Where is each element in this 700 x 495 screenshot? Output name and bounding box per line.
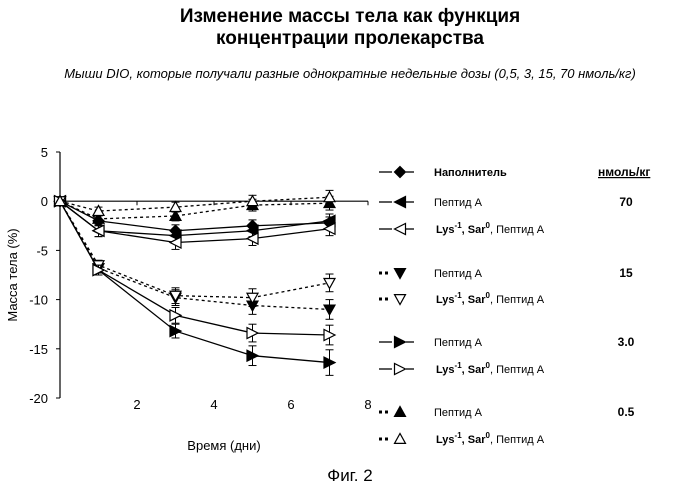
- y-tick-label: -5: [36, 243, 48, 258]
- y-tick-label: 5: [41, 145, 48, 160]
- legend-label: Lys-1, Sar0, Пептид A: [436, 291, 545, 306]
- legend-label: Lys-1, Sar0, Пептид A: [436, 221, 545, 236]
- legend-dash: [385, 410, 388, 414]
- legend-entry-9: Lys-1, Sar0, Пептид A: [379, 431, 545, 446]
- series-7: [53, 194, 337, 346]
- legend-dash: [379, 271, 382, 275]
- data-point: [53, 194, 67, 207]
- series-line: [59, 200, 330, 220]
- y-tick-label: 0: [41, 194, 48, 209]
- series-5: [53, 196, 337, 307]
- x-tick-label: 8: [364, 397, 371, 412]
- y-tick-label: -15: [29, 342, 48, 357]
- chart-title-line-2: концентрации пролекарства: [215, 28, 484, 49]
- x-tick-label: 4: [210, 397, 217, 412]
- legend-dash: [379, 437, 382, 441]
- legend-unit-header: нмоль/кг: [598, 165, 650, 179]
- data-point: [92, 263, 106, 277]
- data-point: [169, 324, 183, 338]
- series-9: [53, 189, 337, 217]
- legend-label: Lys-1, Sar0, Пептид A: [436, 361, 545, 376]
- x-tick-label: 6: [287, 397, 294, 412]
- x-tick-label: 2: [133, 397, 140, 412]
- figure-caption: Фиг. 2: [327, 466, 373, 485]
- data-point: [168, 209, 183, 221]
- legend-dash: [385, 271, 388, 275]
- legend-entry-1: Наполнитель: [379, 165, 507, 179]
- data-point: [323, 328, 337, 342]
- legend-label: Пептид A: [434, 407, 483, 419]
- legend-marker: [393, 222, 407, 236]
- legend-dose: 70: [619, 195, 633, 209]
- data-point: [169, 308, 183, 322]
- legend-label: Пептид A: [434, 197, 483, 209]
- legend-label: Lys-1, Sar0, Пептид A: [436, 431, 545, 446]
- legend-marker: [393, 432, 407, 444]
- data-point: [168, 236, 182, 249]
- data-point: [246, 349, 260, 363]
- legend-dose: 3.0: [618, 335, 635, 349]
- legend-marker: [393, 362, 407, 376]
- series-3: [53, 194, 336, 250]
- data-point: [245, 232, 259, 246]
- legend-marker: [393, 294, 407, 306]
- legend-label: Пептид A: [434, 337, 483, 349]
- legend-entry-6: Пептид A 3.0: [379, 335, 635, 349]
- legend-label: Пептид A: [434, 268, 483, 280]
- data-point: [91, 224, 105, 238]
- legend-marker: [393, 405, 407, 417]
- data-point: [322, 190, 337, 203]
- y-tick-label: -20: [29, 391, 48, 406]
- data-point: [168, 290, 183, 303]
- legend-marker: [393, 195, 407, 209]
- legend-entry-4: Пептид A 15: [379, 266, 633, 280]
- data-point: [91, 204, 106, 217]
- y-tick-label: -10: [29, 293, 48, 308]
- legend-entry-7: Lys-1, Sar0, Пептид A: [379, 361, 545, 376]
- data-point: [245, 292, 260, 305]
- data-point: [168, 200, 183, 213]
- legend-marker: [393, 165, 407, 179]
- legend-dash: [379, 297, 382, 301]
- chart-subtitle: Мыши DIO, которые получали разные однокр…: [64, 66, 636, 81]
- legend-entry-3: Lys-1, Sar0, Пептид A: [379, 221, 545, 236]
- chart-title-line-1: Изменение массы тела как функция: [179, 6, 521, 27]
- data-point: [245, 194, 260, 207]
- legend-dose: 15: [619, 266, 633, 280]
- data-point: [91, 212, 106, 224]
- legend-entry-2: Пептид A 70: [379, 195, 633, 209]
- legend-dash: [385, 437, 388, 441]
- data-point: [322, 222, 336, 236]
- legend-dash: [379, 410, 382, 414]
- y-axis-label: Масса тела (%): [5, 228, 20, 321]
- data-point: [323, 356, 337, 370]
- data-point: [246, 326, 260, 340]
- legend-dash: [385, 297, 388, 301]
- data-point: [322, 277, 337, 290]
- x-axis-label: Время (дни): [187, 438, 260, 453]
- data-point: [322, 304, 337, 317]
- legend-dose: 0.5: [618, 405, 635, 419]
- legend-entry-5: Lys-1, Sar0, Пептид A: [379, 291, 545, 306]
- legend-label: Наполнитель: [434, 167, 507, 179]
- legend-marker: [393, 268, 407, 280]
- legend-marker: [393, 335, 407, 349]
- legend-entry-8: Пептид A 0.5: [379, 405, 635, 419]
